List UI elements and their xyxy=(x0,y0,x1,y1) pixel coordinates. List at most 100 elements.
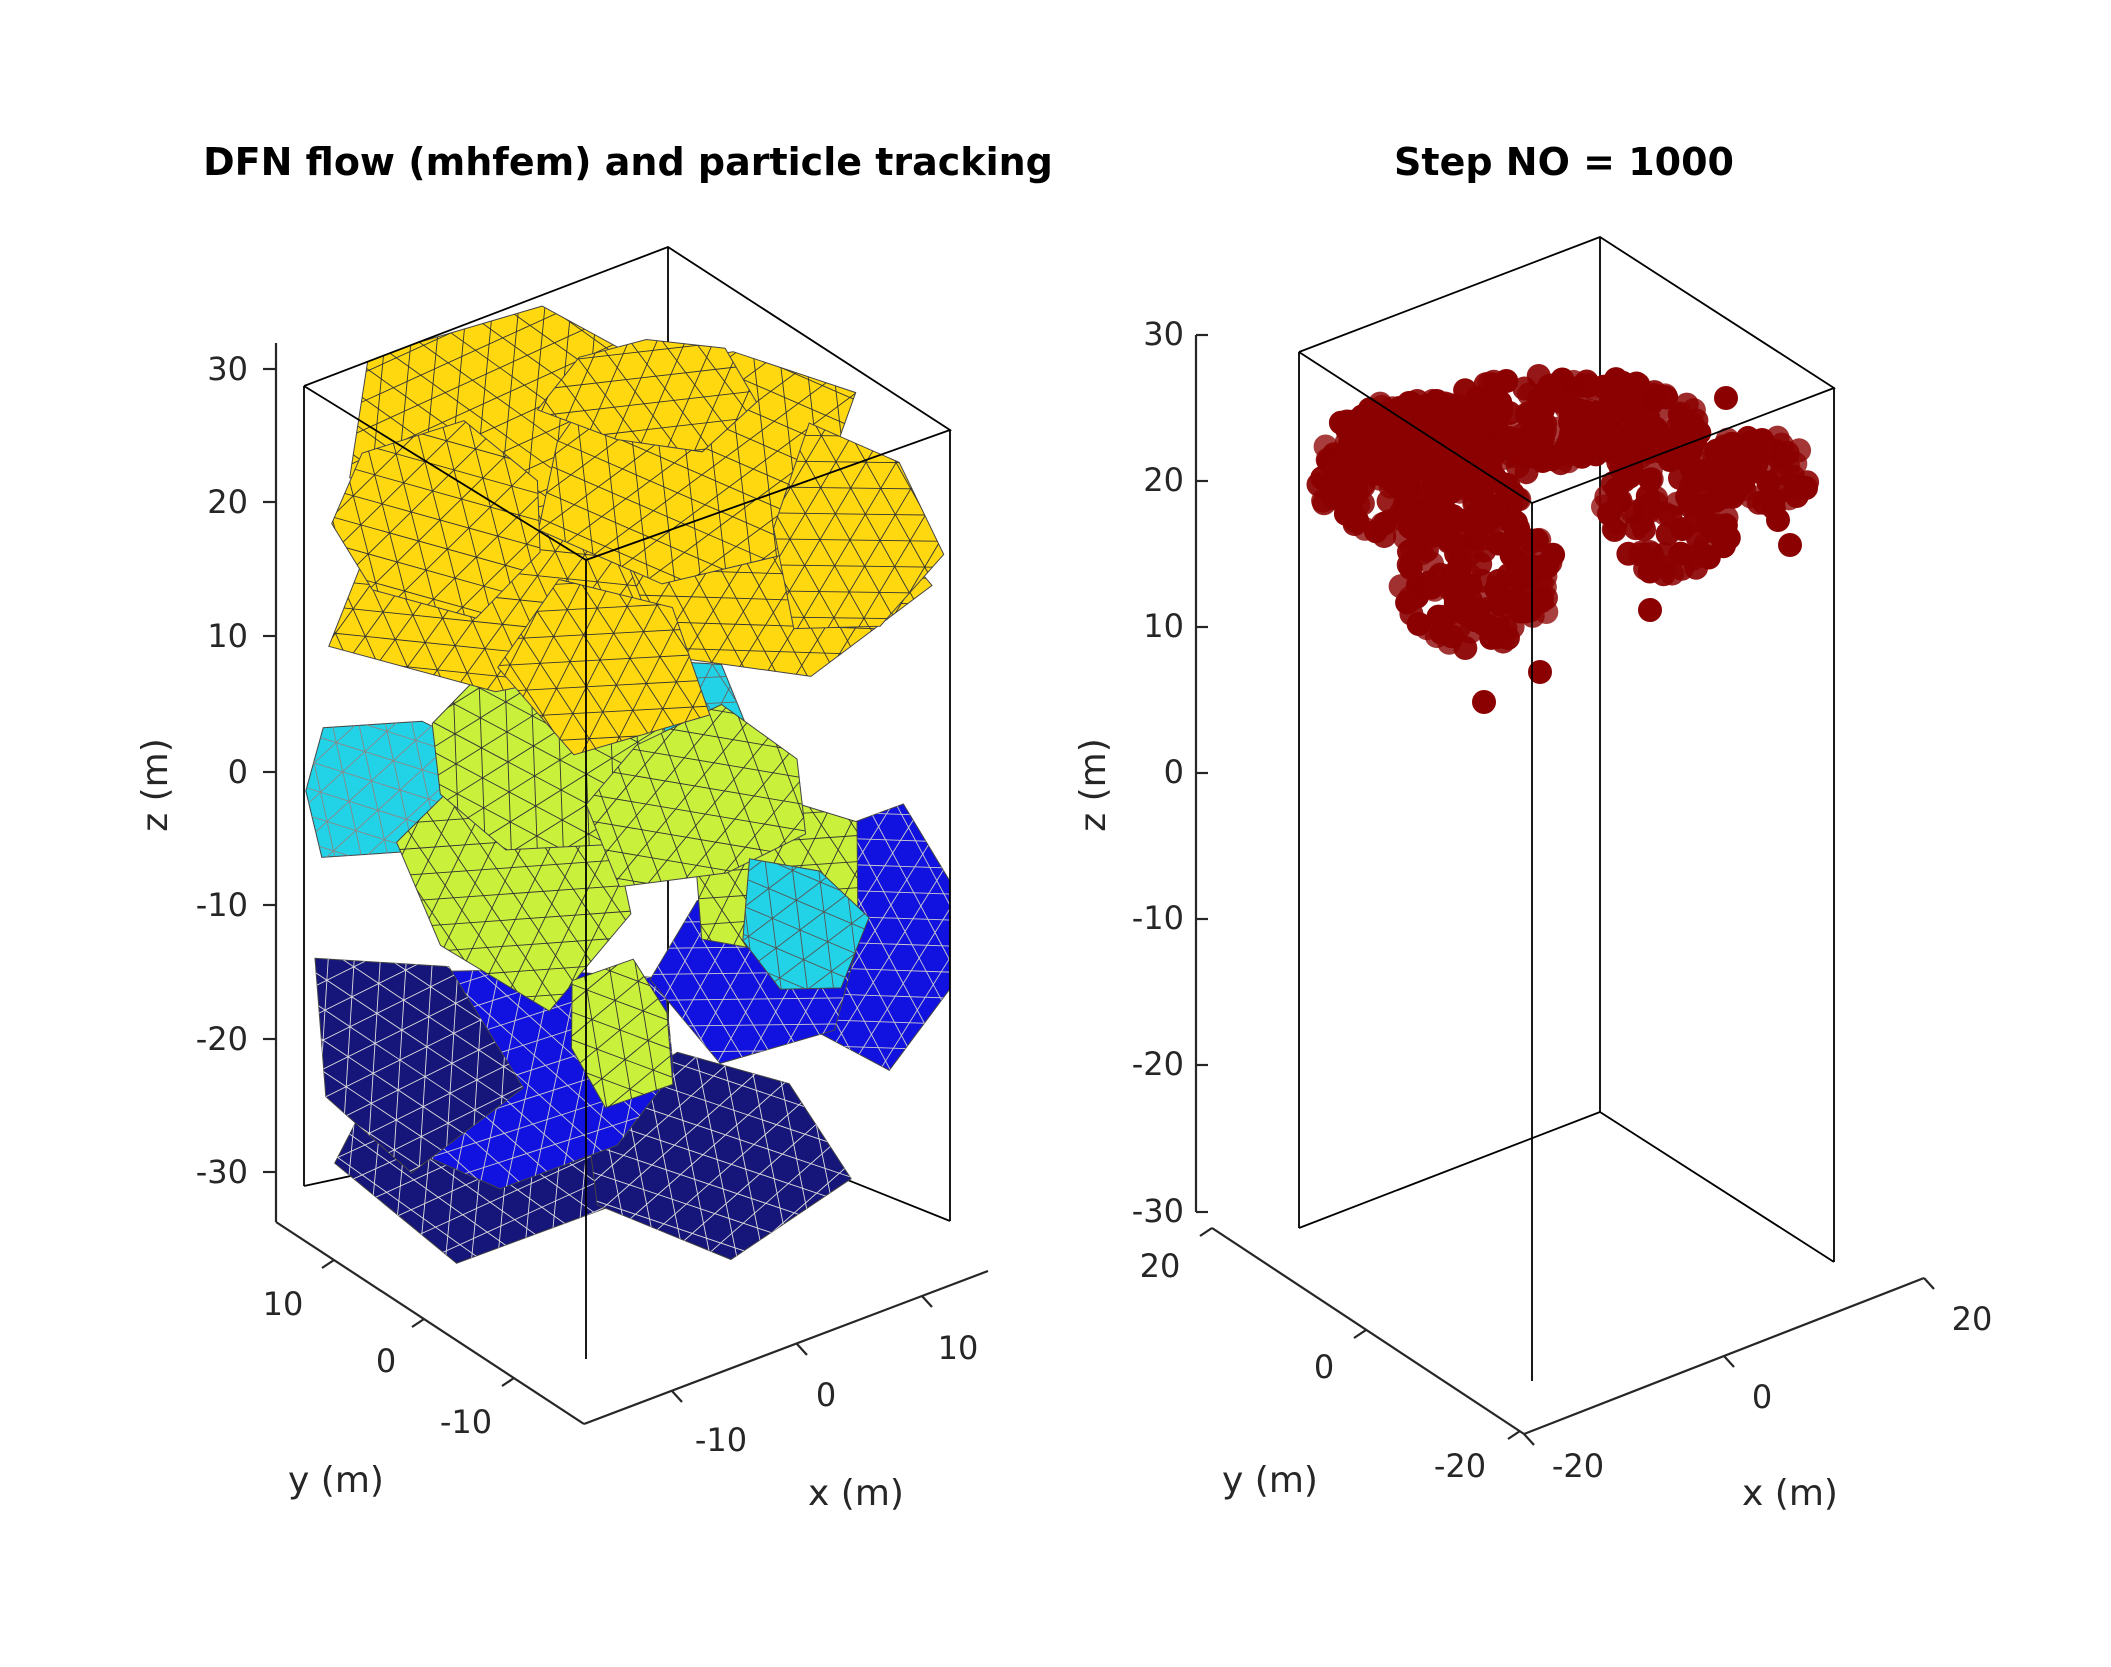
particle xyxy=(1388,574,1413,599)
left-y-label: y (m) xyxy=(288,1460,384,1501)
right-z-tick: 20 xyxy=(1143,461,1184,499)
particle xyxy=(1620,499,1644,524)
fracture-polygon xyxy=(570,958,674,1109)
right-z-axis: 30 20 10 0 -10 -20 -30 z (m) xyxy=(1073,315,1208,1230)
right-z-tick: -30 xyxy=(1132,1192,1184,1230)
particle xyxy=(1660,561,1685,586)
particle xyxy=(1353,404,1378,429)
particle xyxy=(1643,387,1668,412)
particle xyxy=(1639,467,1664,492)
particle xyxy=(1379,467,1404,492)
particle xyxy=(1443,413,1468,438)
particle xyxy=(1422,472,1447,496)
left-z-tick: 10 xyxy=(207,617,248,655)
particle xyxy=(1720,484,1745,509)
particle xyxy=(1612,468,1637,493)
right-z-tick: 10 xyxy=(1143,607,1184,645)
particle xyxy=(1397,539,1421,564)
particle xyxy=(1733,457,1758,482)
left-y-tick: 0 xyxy=(376,1342,396,1380)
right-x-tick: 20 xyxy=(1952,1300,1993,1338)
left-z-label: z (m) xyxy=(135,738,176,832)
particle xyxy=(1750,428,1774,452)
left-y-axis: 10 0 -10 y (m) xyxy=(263,1221,585,1501)
particle xyxy=(1373,439,1398,464)
particle xyxy=(1675,420,1700,445)
particle xyxy=(1753,462,1778,487)
left-z-tick: -10 xyxy=(196,886,248,924)
particle xyxy=(1652,501,1677,526)
left-x-tick: 0 xyxy=(816,1376,836,1414)
particle xyxy=(1446,593,1471,618)
left-z-tick: 0 xyxy=(228,753,248,791)
particle xyxy=(1346,492,1371,517)
particle xyxy=(1530,399,1555,424)
particle xyxy=(1684,555,1709,580)
particle xyxy=(1794,476,1818,500)
particle xyxy=(1440,431,1465,456)
particle xyxy=(1639,553,1664,578)
particle xyxy=(1531,426,1556,451)
particle xyxy=(1499,543,1524,568)
particle xyxy=(1615,440,1640,465)
particle xyxy=(1415,394,1440,419)
particle xyxy=(1399,601,1424,626)
particle xyxy=(1389,499,1414,524)
particle xyxy=(1766,508,1790,532)
particle xyxy=(1638,598,1662,622)
particle xyxy=(1645,421,1670,446)
particle xyxy=(1716,525,1741,550)
particle xyxy=(1396,391,1421,415)
right-z-tick: -10 xyxy=(1132,899,1184,937)
left-z-axis: 30 20 10 0 -10 -20 -30 z (m) xyxy=(135,343,278,1222)
right-y-label: y (m) xyxy=(1222,1460,1318,1501)
particle xyxy=(1436,529,1461,554)
right-z-label: z (m) xyxy=(1073,738,1114,832)
left-x-tick: -10 xyxy=(695,1421,747,1459)
particle xyxy=(1517,382,1542,407)
right-x-tick: 0 xyxy=(1752,1378,1772,1416)
particle xyxy=(1417,519,1442,544)
particle xyxy=(1668,541,1693,566)
particle xyxy=(1494,369,1519,393)
particle xyxy=(1628,423,1653,448)
left-z-tick: -20 xyxy=(196,1020,248,1058)
left-y-tick: 10 xyxy=(263,1285,304,1323)
right-subplot: Step NO = 1000 30 20 10 xyxy=(1073,140,1992,1514)
left-z-tick: -30 xyxy=(196,1153,248,1191)
particle xyxy=(1388,410,1413,435)
right-y-tick: 20 xyxy=(1140,1247,1181,1285)
particle xyxy=(1771,476,1795,501)
particle xyxy=(1306,472,1331,497)
particle xyxy=(1522,555,1547,579)
particle xyxy=(1470,438,1495,463)
particle xyxy=(1497,401,1522,425)
left-x-label: x (m) xyxy=(808,1473,904,1514)
left-y-tick: -10 xyxy=(440,1403,492,1441)
left-box-front xyxy=(303,245,953,1359)
right-y-tick: 0 xyxy=(1314,1348,1334,1386)
particle xyxy=(1504,429,1529,454)
left-x-axis: -10 0 10 x (m) xyxy=(583,1269,989,1514)
particle xyxy=(1472,690,1496,714)
particle xyxy=(1657,448,1682,472)
left-z-tick: 30 xyxy=(207,350,248,388)
particle xyxy=(1342,512,1367,537)
particle-cloud xyxy=(1306,364,1820,714)
particle xyxy=(1487,591,1512,616)
particle xyxy=(1714,505,1739,530)
particle xyxy=(1576,400,1601,425)
particle xyxy=(1481,504,1506,529)
left-title: DFN flow (mhfem) and particle tracking xyxy=(203,140,1053,184)
right-z-tick: 30 xyxy=(1143,315,1184,353)
particle xyxy=(1466,402,1491,427)
right-z-tick: -20 xyxy=(1132,1045,1184,1083)
fracture-polygon xyxy=(314,957,524,1174)
particle xyxy=(1560,437,1584,461)
right-title: Step NO = 1000 xyxy=(1394,140,1734,184)
particle xyxy=(1472,612,1496,637)
particle xyxy=(1312,491,1336,516)
right-y-axis: 20 0 -20 y (m) xyxy=(1140,1227,1525,1501)
particle xyxy=(1683,509,1708,533)
fracture-polygon xyxy=(497,578,711,756)
